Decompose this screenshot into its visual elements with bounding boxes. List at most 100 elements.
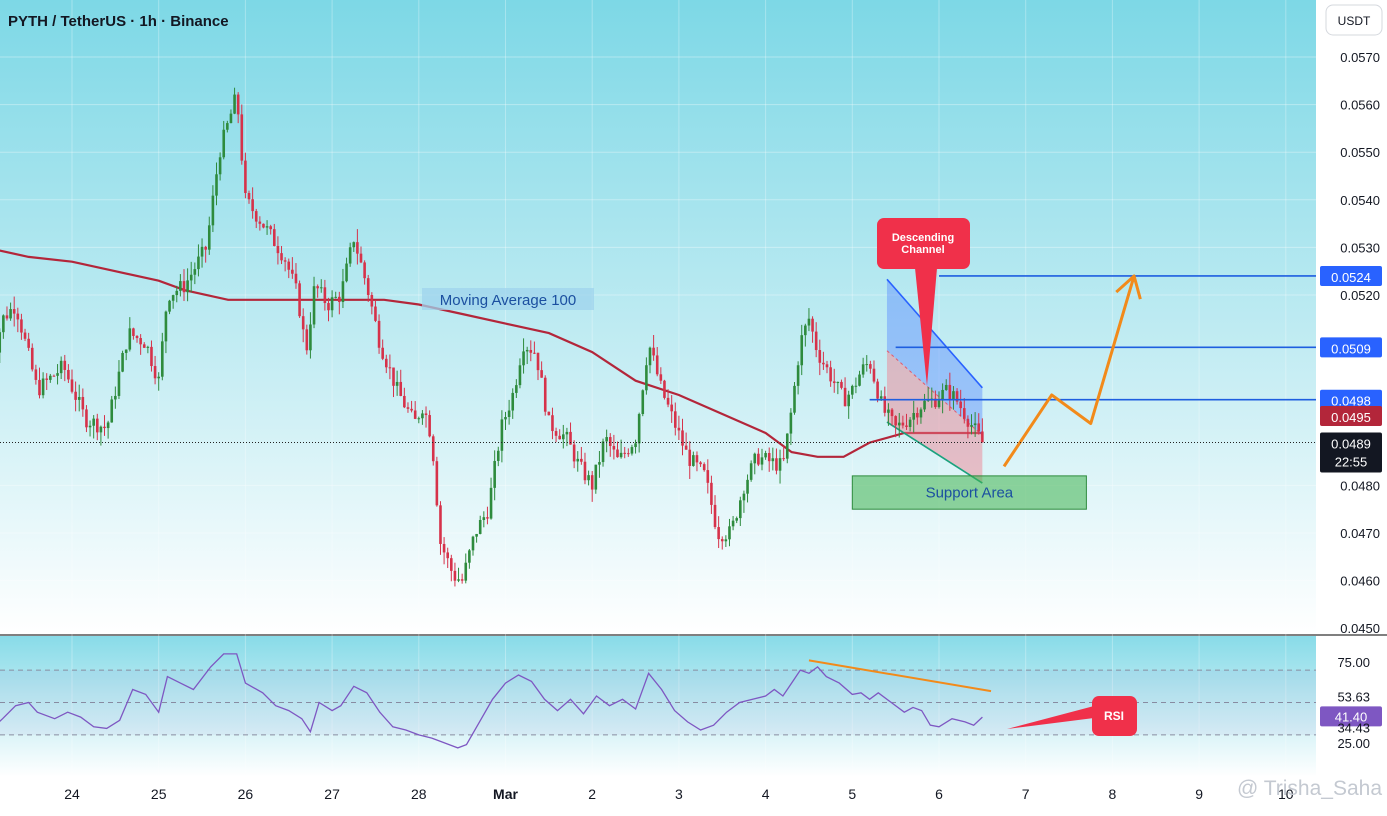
- candle-body: [876, 381, 879, 399]
- rsi-line-layer: [0, 653, 992, 749]
- time-tick-label[interactable]: 4: [762, 786, 770, 802]
- candle-body: [142, 344, 146, 348]
- candle-body: [879, 396, 883, 399]
- time-axis-background: [0, 777, 1316, 811]
- projection-arrowhead: [1115, 274, 1142, 300]
- descending-channel-callout-line2: Channel: [901, 244, 944, 256]
- candle-body: [836, 381, 840, 384]
- price-tick-label[interactable]: 0.0460: [1340, 574, 1380, 589]
- candle-body: [189, 274, 193, 281]
- price-tick-label[interactable]: 0.0540: [1340, 193, 1380, 208]
- candle-body: [753, 453, 757, 464]
- candle-body: [468, 550, 471, 563]
- candle-body: [811, 318, 814, 332]
- candle-body: [215, 174, 218, 196]
- candle-body: [977, 423, 981, 432]
- candle-body: [428, 415, 431, 437]
- time-tick-label[interactable]: 10: [1278, 786, 1294, 802]
- candle-body: [301, 316, 305, 330]
- candle-body: [944, 384, 948, 390]
- currency-selector[interactable]: USDT: [1325, 4, 1383, 36]
- candle-body: [95, 418, 99, 433]
- candle-body: [894, 416, 897, 426]
- candle-body: [775, 458, 778, 471]
- candle-body: [330, 297, 334, 311]
- price-tick-label[interactable]: 0.0480: [1340, 478, 1380, 493]
- channel-lower-line: [886, 421, 983, 484]
- candle-body: [244, 160, 247, 194]
- target-price-tag-text: 0.0524: [1331, 270, 1371, 285]
- rsi-divergence-line: [808, 659, 992, 693]
- time-tick-label[interactable]: Mar: [493, 786, 518, 802]
- candle-body: [218, 157, 222, 175]
- time-tick-label[interactable]: 6: [935, 786, 943, 802]
- candle-body: [858, 374, 861, 386]
- ma-price-tag-box: [1320, 406, 1382, 426]
- candle-body: [38, 379, 41, 396]
- price-tick-label[interactable]: 0.0470: [1340, 526, 1380, 541]
- candle-body: [565, 431, 569, 435]
- candle-body: [728, 526, 731, 540]
- candle-body: [388, 367, 392, 369]
- candle-body: [439, 505, 442, 544]
- candle-body: [403, 395, 406, 408]
- time-tick-label[interactable]: 27: [324, 786, 340, 802]
- price-tick-label[interactable]: 0.0520: [1340, 288, 1380, 303]
- candle-body: [648, 347, 652, 366]
- candle-body: [692, 455, 695, 466]
- candle-body: [312, 286, 316, 325]
- candle-body: [435, 461, 439, 506]
- candle-body: [258, 221, 262, 224]
- candle-body: [572, 444, 576, 462]
- candle-body: [413, 410, 417, 419]
- price-tick-label[interactable]: 0.0450: [1340, 621, 1380, 636]
- candle-body: [146, 346, 150, 348]
- time-tick-label[interactable]: 8: [1109, 786, 1117, 802]
- candle-body: [150, 346, 153, 367]
- candle-body: [973, 423, 977, 426]
- candle-body: [356, 242, 359, 254]
- candle-body: [384, 358, 388, 368]
- price-tick-label[interactable]: 0.0570: [1340, 50, 1380, 65]
- time-tick-label[interactable]: 2: [588, 786, 596, 802]
- time-tick-label[interactable]: 26: [238, 786, 254, 802]
- candle-body: [569, 431, 572, 445]
- candle-body: [106, 422, 110, 429]
- candle-body: [110, 399, 114, 423]
- candle-body: [720, 539, 724, 542]
- candle-body: [121, 352, 124, 372]
- time-tick-label[interactable]: 3: [675, 786, 683, 802]
- candle-body: [558, 435, 561, 440]
- support-area-box: [851, 475, 1087, 510]
- candle-body: [952, 391, 955, 400]
- candle-body: [410, 408, 413, 411]
- candle-body: [132, 328, 135, 336]
- time-tick-label[interactable]: 9: [1195, 786, 1203, 802]
- projection-path: [1002, 275, 1136, 468]
- time-tick-label[interactable]: 5: [848, 786, 856, 802]
- candle-body: [298, 283, 301, 317]
- channel-upper-fill: [886, 279, 983, 436]
- price-tick-label[interactable]: 0.0530: [1340, 240, 1380, 255]
- time-tick-label[interactable]: 7: [1022, 786, 1030, 802]
- candle-body: [493, 460, 496, 488]
- price-tick-label[interactable]: 0.0560: [1340, 98, 1380, 113]
- candle-body: [641, 390, 645, 415]
- time-tick-label[interactable]: 25: [151, 786, 167, 802]
- candle-body: [338, 296, 341, 303]
- candle-body: [511, 392, 515, 411]
- current-price-tag-text: 22:55: [1335, 455, 1368, 470]
- rsi-callout-text: RSI: [1104, 709, 1124, 723]
- candle-body: [518, 365, 522, 386]
- price-axis-ticks[interactable]: 0.0570 0.0560 0.0550 0.0540 0.0530 0.0520 0.04…: [1340, 50, 1380, 636]
- time-axis-ticks[interactable]: 24 25 26 27 28 Mar 2 3 4 5 6 7 8 9 10: [64, 786, 1294, 802]
- candle-body: [164, 311, 168, 342]
- candle-body: [34, 369, 38, 380]
- time-tick-label[interactable]: 24: [64, 786, 80, 802]
- price-tick-label[interactable]: 0.0550: [1340, 145, 1380, 160]
- time-tick-label[interactable]: 28: [411, 786, 427, 802]
- candle-body: [533, 352, 536, 354]
- candle-body: [128, 328, 132, 350]
- candle-body: [507, 410, 511, 418]
- candle-body: [207, 225, 211, 250]
